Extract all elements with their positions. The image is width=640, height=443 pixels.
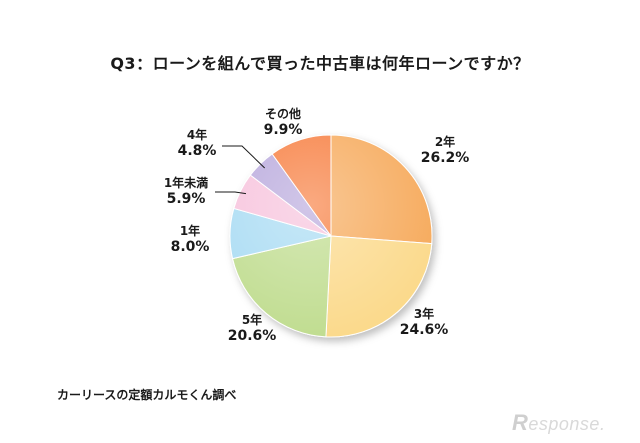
label-1nen: 1年 8.0% [171, 224, 210, 257]
response-watermark: Response. [512, 410, 605, 436]
label-4nen-category: 4年 [186, 128, 208, 142]
label-4nen-percent: 4.8% [177, 143, 217, 159]
label-1nen-miman-percent: 5.9% [166, 191, 206, 207]
label-2nen-category: 2年 [434, 135, 456, 149]
label-2nen: 2年 26.2% [421, 135, 470, 168]
leader-line-4nen [222, 145, 266, 169]
label-1nen-category: 1年 [179, 224, 201, 238]
source-note: カーリースの定額カルモくん調べ [57, 388, 237, 402]
chart-title: Q3：ローンを組んで買った中古車は何年ローンですか？ [110, 54, 530, 73]
label-1nen-miman-category: 1年未満 [163, 176, 209, 190]
label-3nen-category: 3年 [413, 307, 435, 321]
label-sonota-category: その他 [264, 107, 302, 121]
label-4nen: 4年 4.8% [178, 128, 217, 161]
label-1nen-percent: 8.0% [170, 239, 210, 255]
label-sonota-percent: 9.9% [263, 122, 303, 138]
watermark-text: esponse. [528, 414, 606, 434]
label-5nen-percent: 20.6% [227, 328, 277, 344]
watermark-letter: R [512, 410, 529, 435]
label-1nen-miman: 1年未満 5.9% [164, 176, 208, 209]
pie-slice-2nen [330, 134, 433, 245]
leader-line-1nen-miman [215, 191, 247, 195]
label-5nen-category: 5年 [241, 313, 263, 327]
label-3nen-percent: 24.6% [399, 322, 449, 338]
label-3nen: 3年 24.6% [400, 307, 449, 340]
label-sonota: その他 9.9% [264, 107, 303, 140]
label-5nen: 5年 20.6% [228, 313, 277, 346]
label-2nen-percent: 26.2% [420, 150, 470, 166]
